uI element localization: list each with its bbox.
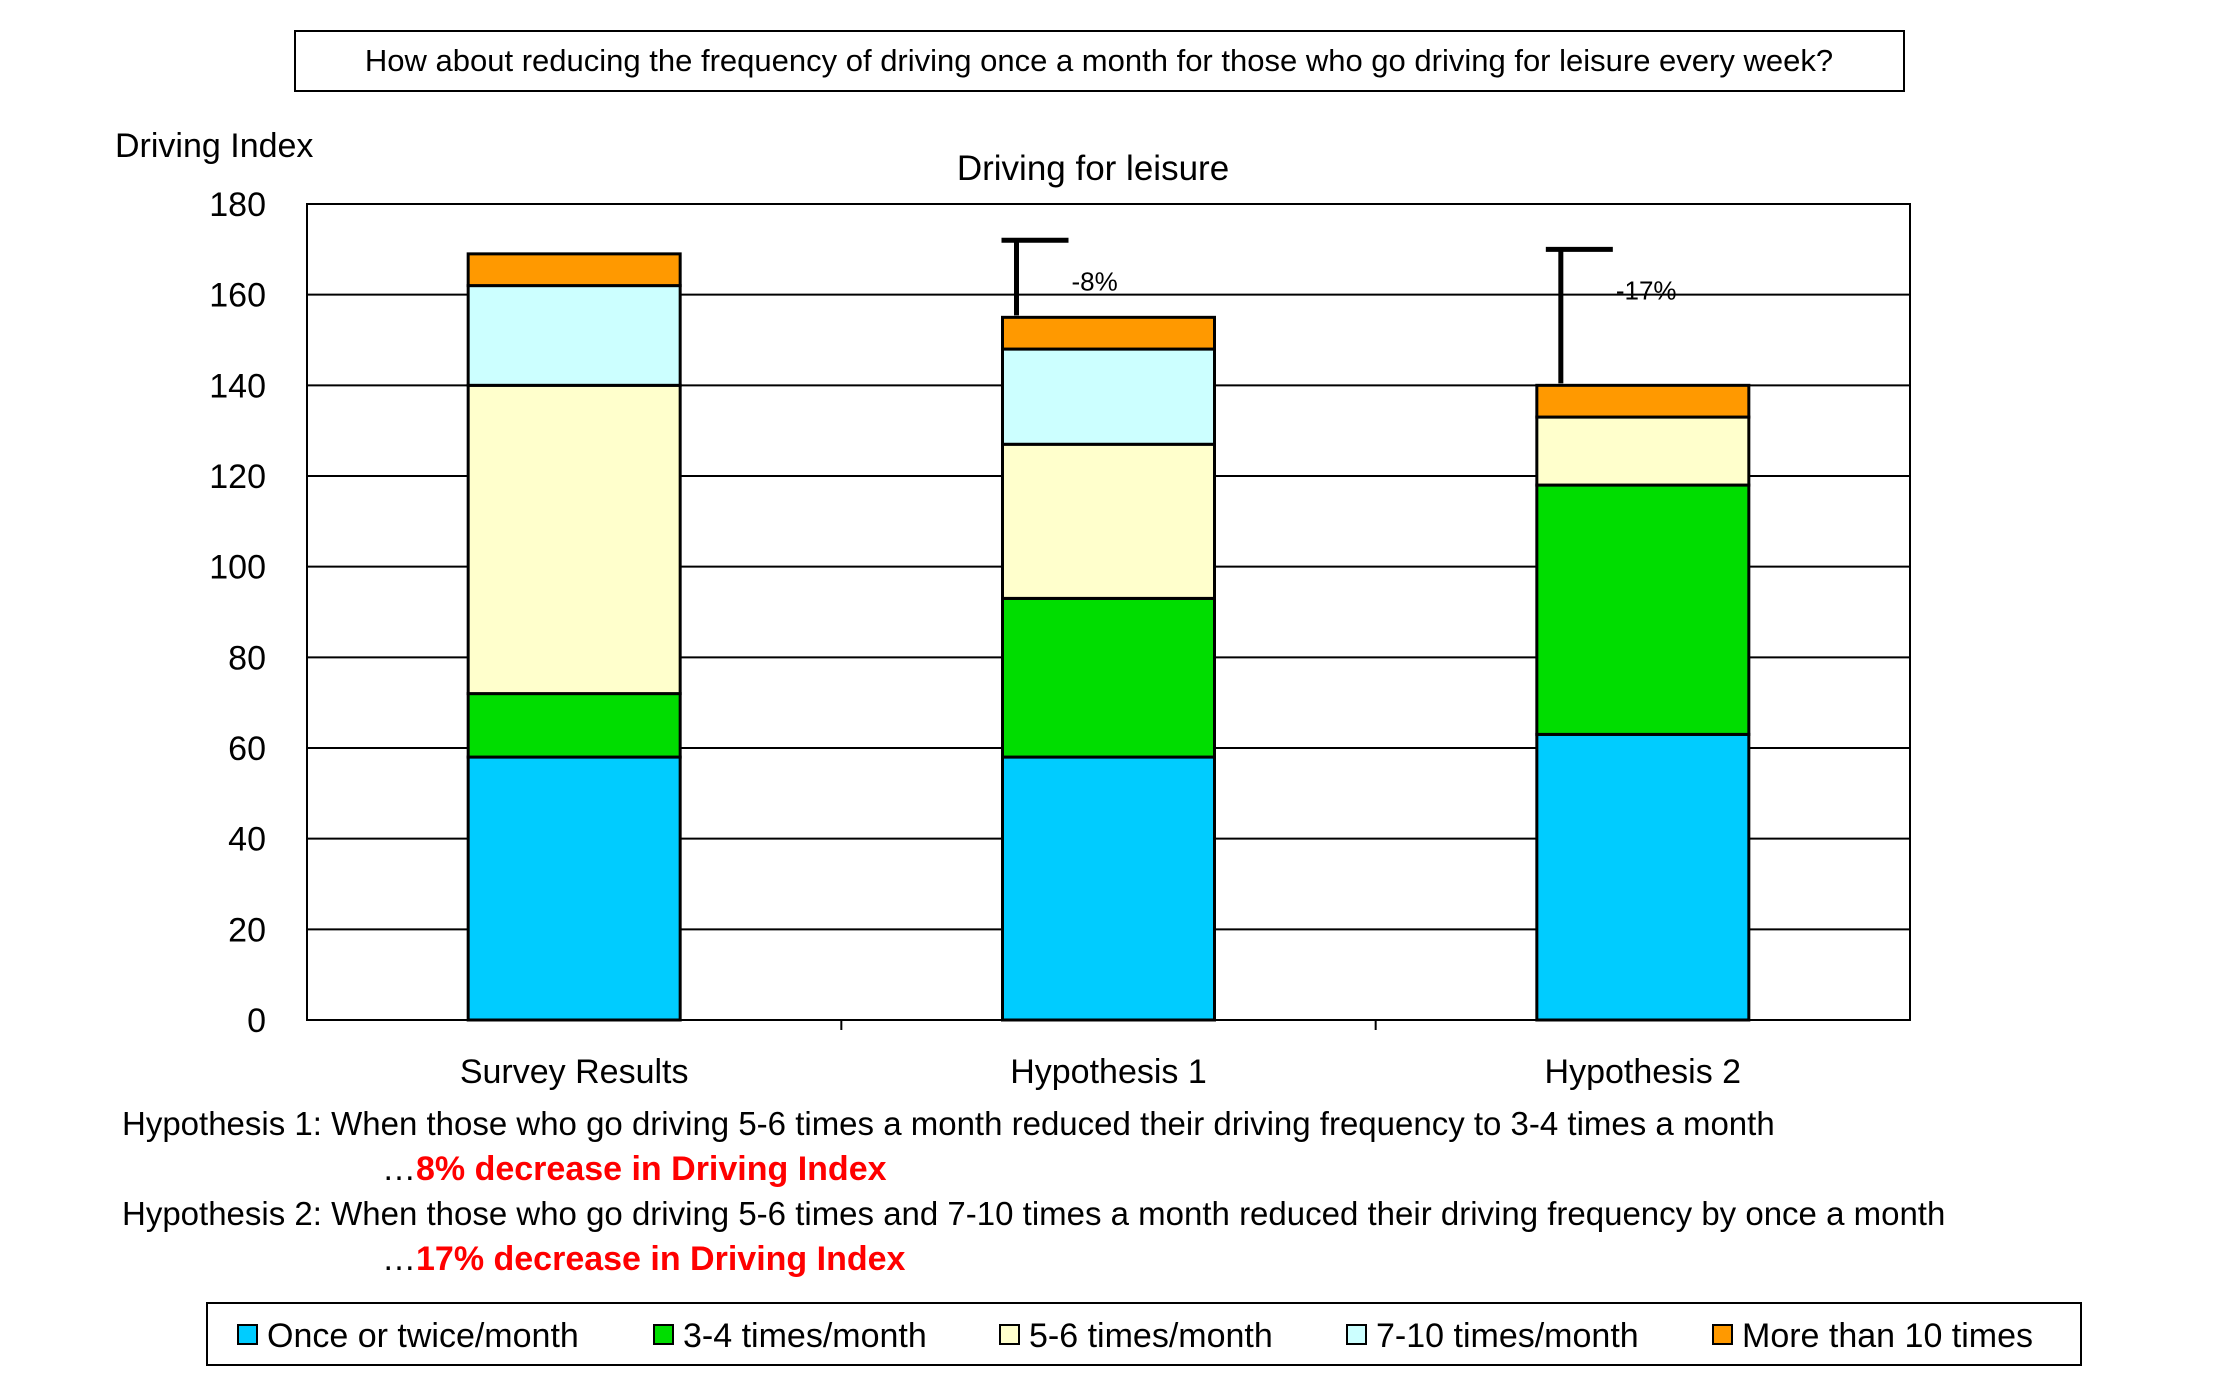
legend-swatch	[999, 1324, 1020, 1345]
header-question-box	[294, 30, 1905, 92]
bar-segment-survey-results-1	[466, 755, 682, 1022]
bar-segment-hypothesis-2-2	[1535, 483, 1751, 736]
bar-segment-survey-results-5	[466, 252, 682, 288]
legend-swatch	[1346, 1324, 1367, 1345]
legend-swatch	[653, 1324, 674, 1345]
legend-swatch	[237, 1324, 258, 1345]
reduction-label: -8%	[1072, 266, 1118, 296]
x-tick-label: Hypothesis 1	[1010, 1053, 1207, 1091]
y-tick-label: 20	[228, 911, 266, 949]
bar-segment-hypothesis-2-5	[1535, 383, 1751, 419]
legend-label: Once or twice/month	[267, 1317, 579, 1355]
bar-segment-hypothesis-2-3	[1535, 415, 1751, 487]
y-tick-label: 60	[228, 730, 266, 768]
legend-label: 5-6 times/month	[1029, 1317, 1273, 1355]
bar-segment-hypothesis-1-5	[1001, 315, 1216, 351]
bar-segment-survey-results-2	[466, 692, 682, 759]
bar-segment-hypothesis-2-1	[1535, 732, 1751, 1022]
bar-segment-hypothesis-1-1	[1001, 755, 1216, 1022]
bar-segment-hypothesis-1-2	[1001, 596, 1216, 759]
y-tick-label: 160	[209, 277, 266, 315]
legend-label: 7-10 times/month	[1376, 1317, 1639, 1355]
bar-segment-hypothesis-1-4	[1001, 347, 1216, 446]
y-tick-label: 180	[209, 186, 266, 224]
y-axis-label: Driving Index	[115, 127, 313, 165]
y-tick-label: 100	[209, 549, 266, 587]
x-tick-label: Hypothesis 2	[1545, 1053, 1742, 1091]
y-tick-label: 0	[247, 1002, 266, 1040]
y-tick-label: 40	[228, 821, 266, 859]
y-tick-label: 140	[209, 367, 266, 405]
x-tick-label: Survey Results	[460, 1053, 689, 1091]
y-tick-label: 120	[209, 458, 266, 496]
bar-segment-survey-results-3	[466, 383, 682, 696]
y-tick-label: 80	[228, 639, 266, 677]
bar-segment-hypothesis-1-3	[1001, 442, 1216, 600]
legend-label: More than 10 times	[1742, 1317, 2033, 1355]
chart-title: Driving for leisure	[957, 149, 1229, 188]
legend-box	[206, 1302, 2082, 1366]
bar-segment-survey-results-4	[466, 284, 682, 387]
legend-label: 3-4 times/month	[683, 1317, 927, 1355]
legend-swatch	[1712, 1324, 1733, 1345]
reduction-label: -17%	[1616, 275, 1677, 305]
header-question: How about reducing the frequency of driv…	[365, 43, 1833, 78]
